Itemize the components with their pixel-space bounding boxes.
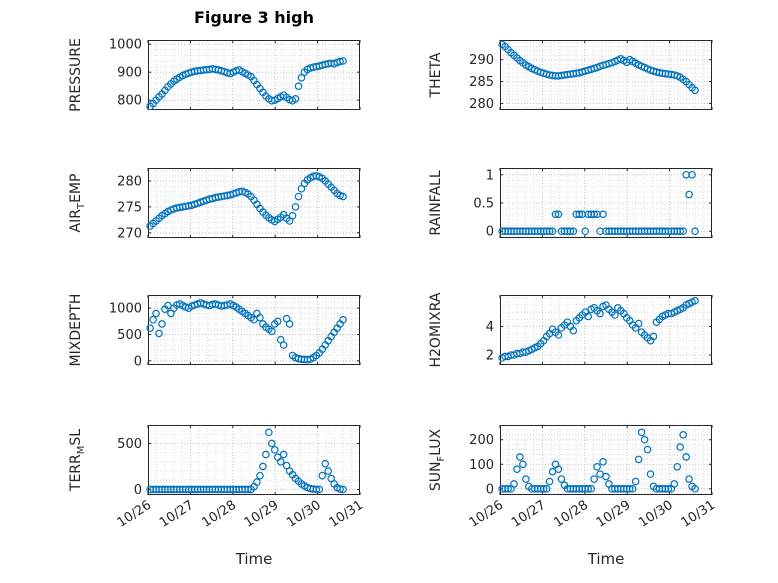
svg-text:0: 0 (134, 483, 142, 498)
svg-text:10/26: 10/26 (115, 498, 155, 531)
svg-text:10/29: 10/29 (242, 498, 282, 531)
svg-text:0.5: 0.5 (473, 197, 494, 212)
svg-text:270: 270 (117, 226, 142, 241)
subplot-rainfall: 0 0.5 1 (473, 168, 713, 240)
svg-text:1000: 1000 (109, 302, 142, 317)
ylabel-pressure: PRESSURE (68, 38, 84, 112)
svg-text:0: 0 (486, 225, 494, 240)
svg-text:900: 900 (117, 66, 142, 81)
ylabel-terr-msl: TERRMSL (68, 428, 87, 492)
subplot-terr-msl: 0 500 10/26 10/27 10/28 10/29 10/30 10/31 (115, 425, 366, 531)
air-temp-plot: 270 275 280 (117, 168, 361, 241)
sun-flux-plot: 0 100 200 10/26 10/27 10/28 10/29 10/30 10/31 (467, 425, 718, 531)
ylabel-mixdepth: MIXDEPTH (68, 293, 84, 367)
svg-text:10/27: 10/27 (509, 498, 549, 531)
svg-text:2: 2 (486, 349, 494, 364)
xlabel-time-left: Time (235, 550, 273, 568)
figure-title: Figure 3 high (194, 8, 314, 27)
svg-text:10/30: 10/30 (636, 498, 676, 531)
svg-text:4: 4 (486, 320, 494, 335)
ylabel-theta: THETA (428, 52, 444, 98)
svg-text:10/26: 10/26 (467, 498, 507, 531)
svg-text:10/29: 10/29 (594, 498, 634, 531)
svg-text:800: 800 (117, 94, 142, 109)
svg-text:200: 200 (469, 433, 494, 448)
svg-text:10/30: 10/30 (284, 498, 324, 531)
svg-text:10/28: 10/28 (551, 498, 591, 531)
svg-text:1: 1 (486, 168, 494, 183)
svg-text:280: 280 (469, 97, 494, 112)
ylabel-rainfall: RAINFALL (428, 170, 444, 236)
subplot-sun-flux: 0 100 200 10/26 10/27 10/28 10/29 10/30 10/31 (467, 425, 718, 531)
ylabel-h2omixra: H2OMIXRA (428, 292, 444, 368)
rainfall-plot: 00.51 (473, 168, 713, 240)
pressure-plot: 800 900 1000 (109, 38, 361, 111)
svg-text:275: 275 (117, 200, 142, 215)
xlabel-time-right: Time (587, 550, 625, 568)
svg-text:0: 0 (134, 354, 142, 369)
svg-text:10/28: 10/28 (199, 498, 239, 531)
svg-text:100: 100 (469, 458, 494, 473)
svg-text:10/27: 10/27 (157, 498, 197, 531)
subplot-mixdepth: 0 500 1000 (109, 295, 361, 369)
svg-text:10/31: 10/31 (327, 498, 367, 531)
svg-text:10/31: 10/31 (679, 498, 719, 531)
ylabel-sun-flux: SUNFLUX (428, 428, 447, 492)
ylabel-air-temp: AIRTEMP (68, 173, 87, 233)
subplot-pressure: 800 900 1000 (109, 38, 361, 111)
svg-text:500: 500 (117, 437, 142, 452)
h2omixra-plot: 24 (486, 295, 713, 365)
svg-text:0: 0 (486, 482, 494, 497)
subplot-theta: 280 285 290 (469, 40, 713, 112)
svg-text:280: 280 (117, 174, 142, 189)
terr-msl-plot: 0 500 10/26 10/27 10/28 10/29 10/30 10/31 (115, 425, 366, 531)
svg-text:1000: 1000 (109, 38, 142, 53)
subplot-air-temp: 270 275 280 (117, 168, 361, 241)
svg-text:290: 290 (469, 53, 494, 68)
svg-text:285: 285 (469, 75, 494, 90)
theta-plot: 280 285 290 (469, 40, 713, 112)
mixdepth-plot: 0 500 1000 (109, 295, 361, 369)
svg-text:500: 500 (117, 328, 142, 343)
